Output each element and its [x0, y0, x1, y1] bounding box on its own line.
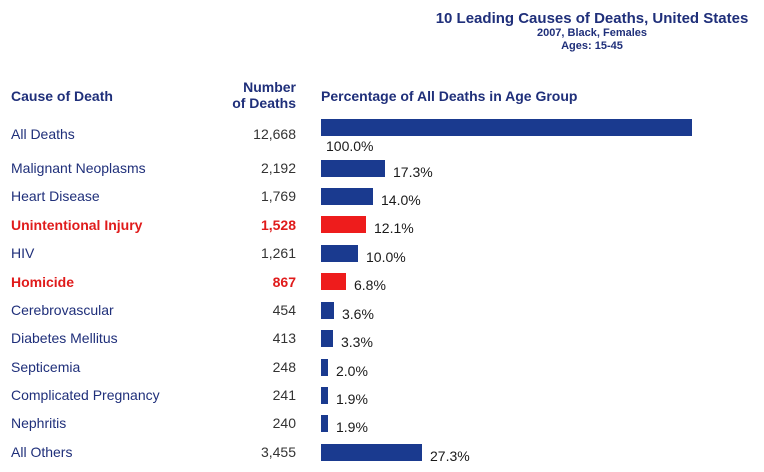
percentage-label: 3.3% [341, 334, 373, 350]
percentage-label: 100.0% [326, 138, 374, 154]
bar [321, 188, 373, 205]
cause-label: Unintentional Injury [11, 217, 143, 233]
table-row: Malignant Neoplasms 2,192 17.3% [0, 160, 764, 188]
percentage-label: 3.6% [342, 306, 374, 322]
bar [321, 119, 692, 136]
table-row: Unintentional Injury 1,528 12.1% [0, 216, 764, 245]
cause-label: Septicemia [11, 359, 81, 375]
death-count: 1,769 [260, 188, 296, 204]
chart-title: 10 Leading Causes of Deaths, United Stat… [435, 10, 749, 27]
bar [321, 330, 333, 347]
bar [321, 302, 334, 319]
percentage-column-header: Percentage of All Deaths in Age Group [321, 88, 578, 104]
death-count: 2,192 [260, 160, 296, 176]
table-row: All Deaths 12,668 100.0% [0, 119, 764, 154]
cause-label: Diabetes Mellitus [11, 330, 118, 346]
percentage-label: 6.8% [354, 277, 386, 293]
cause-label: Cerebrovascular [11, 302, 114, 318]
death-count: 1,261 [260, 245, 296, 261]
death-count: 241 [272, 387, 296, 403]
cause-label: Heart Disease [11, 188, 100, 204]
count-column-header: Number of Deaths [222, 79, 296, 111]
percentage-label: 2.0% [336, 363, 368, 379]
chart-subtitle-line-1: 2007, Black, Females [536, 27, 648, 39]
percentage-label: 1.9% [336, 419, 368, 435]
table-row: Complicated Pregnancy 241 1.9% [0, 387, 764, 415]
cause-label: All Others [11, 444, 73, 460]
table-row: Heart Disease 1,769 14.0% [0, 188, 764, 216]
cause-label: All Deaths [11, 126, 75, 142]
percentage-label: 27.3% [430, 448, 470, 464]
cause-label: Malignant Neoplasms [11, 160, 146, 176]
table-row: HIV 1,261 10.0% [0, 245, 764, 273]
death-count: 1,528 [260, 217, 296, 233]
bar [321, 415, 328, 432]
cause-label: HIV [11, 245, 35, 261]
table-row: Nephritis 240 1.9% [0, 415, 764, 443]
table-row: Homicide 867 6.8% [0, 273, 764, 302]
death-count: 867 [272, 274, 296, 290]
count-header-line-1: Number [243, 79, 296, 95]
table-row: Cerebrovascular 454 3.6% [0, 302, 764, 330]
death-count: 413 [272, 330, 296, 346]
table-row: Septicemia 248 2.0% [0, 359, 764, 387]
percentage-label: 1.9% [336, 391, 368, 407]
cause-label: Nephritis [11, 415, 67, 431]
chart-title-block: 10 Leading Causes of Deaths, United Stat… [420, 10, 764, 53]
bar [321, 444, 422, 461]
bar [321, 359, 328, 376]
count-header-line-2: of Deaths [232, 95, 296, 111]
table-row: Diabetes Mellitus 413 3.3% [0, 330, 764, 358]
bar [321, 160, 385, 177]
percentage-label: 17.3% [393, 164, 433, 180]
cause-label: Homicide [11, 274, 75, 290]
percentage-label: 14.0% [381, 192, 421, 208]
bar [321, 273, 346, 290]
bar [321, 216, 366, 233]
death-count: 3,455 [260, 444, 296, 460]
bar [321, 245, 358, 262]
death-count: 454 [272, 302, 296, 318]
cause-column-header: Cause of Death [11, 88, 113, 104]
cause-label: Complicated Pregnancy [11, 387, 160, 403]
table-row: All Others 3,455 27.3% [0, 444, 764, 472]
percentage-label: 12.1% [374, 220, 414, 236]
death-count: 12,668 [253, 126, 296, 142]
death-count: 248 [272, 359, 296, 375]
chart-subtitle-line-2: Ages: 15-45 [561, 40, 623, 52]
bar [321, 387, 328, 404]
death-count: 240 [272, 415, 296, 431]
percentage-label: 10.0% [366, 249, 406, 265]
